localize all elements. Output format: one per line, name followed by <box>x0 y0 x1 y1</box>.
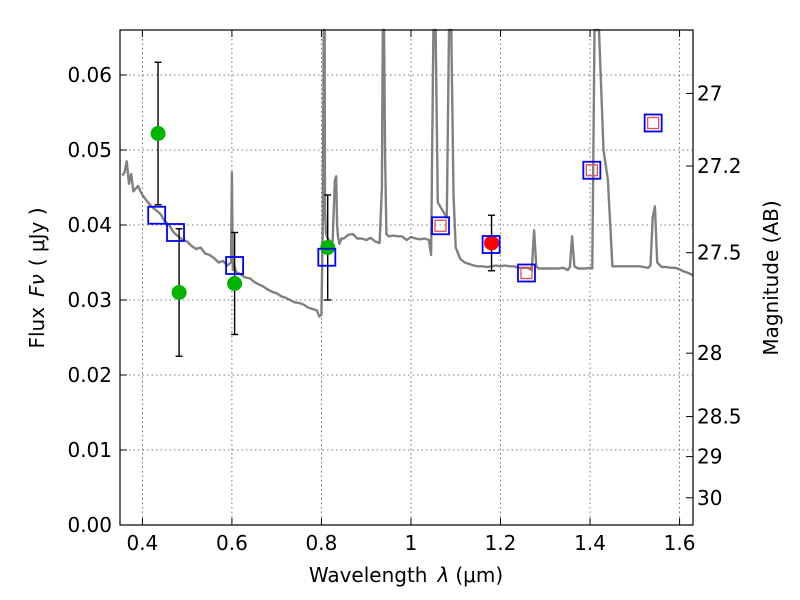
data-point-square <box>431 216 450 236</box>
data-point-square <box>225 256 245 275</box>
y-axis-ticks: 0.00 0.01 0.02 0.03 0.04 0.05 0.06 <box>67 63 127 537</box>
x-tick-label: 1.4 <box>574 531 606 555</box>
data-point-square <box>643 113 663 133</box>
y2-tick-label: 27.5 <box>697 241 742 265</box>
data-point-circle <box>171 285 187 300</box>
data-point-circle <box>150 126 166 141</box>
x-tick-label: 1.6 <box>664 531 696 555</box>
y-tick-label: 0.00 <box>67 513 112 537</box>
data-point-circle <box>320 240 336 255</box>
data-point-small-square <box>647 116 660 130</box>
y-tick-label: 0.06 <box>67 63 112 87</box>
y-tick-label: 0.03 <box>67 288 112 312</box>
data-point-small-square <box>520 266 533 280</box>
x-axis-ticks: 0.4 0.6 0.8 1 1.2 1.4 1.6 <box>126 30 695 555</box>
data-point-square <box>147 205 167 225</box>
y2-axis-ticks: 27 27.2 27.5 28 28.5 29 30 <box>686 81 742 510</box>
data-point-circle <box>227 276 243 291</box>
y2-tick-label: 30 <box>697 486 722 510</box>
data-point-square <box>517 263 536 283</box>
model-spectrum <box>121 28 694 318</box>
x-tick-label: 0.8 <box>306 531 338 555</box>
y2-tick-label: 28.5 <box>697 405 742 429</box>
y-tick-label: 0.04 <box>67 213 112 237</box>
data-point-small-square <box>434 219 447 232</box>
x-tick-label: 1 <box>405 531 418 555</box>
y2-tick-label: 28 <box>697 341 722 365</box>
y-tick-label: 0.01 <box>67 438 112 462</box>
data-markers <box>147 113 663 300</box>
x-tick-label: 0.6 <box>216 531 248 555</box>
data-point-square <box>166 223 185 242</box>
y2-tick-label: 27.2 <box>697 154 742 178</box>
data-point-square <box>582 160 602 180</box>
x-axis-label: Wavelength λ (μm) <box>309 563 503 587</box>
plot-frame <box>119 29 694 526</box>
y-axis-label: FluxFν( μJy ) <box>25 207 49 348</box>
data-point-circle <box>484 235 500 251</box>
grid <box>120 30 693 526</box>
model-spectrum-line <box>121 28 694 318</box>
y-tick-label: 0.05 <box>67 138 112 162</box>
data-point-small-square <box>585 164 598 177</box>
y2-axis-label: Magnitude (AB) <box>759 200 783 355</box>
x-tick-label: 0.4 <box>126 531 158 555</box>
data-point-square <box>317 247 337 267</box>
y2-tick-label: 27 <box>697 81 722 105</box>
data-point-square <box>481 235 501 254</box>
y2-tick-label: 29 <box>697 445 722 469</box>
y-tick-label: 0.02 <box>67 363 112 387</box>
x-tick-label: 1.2 <box>485 531 517 555</box>
